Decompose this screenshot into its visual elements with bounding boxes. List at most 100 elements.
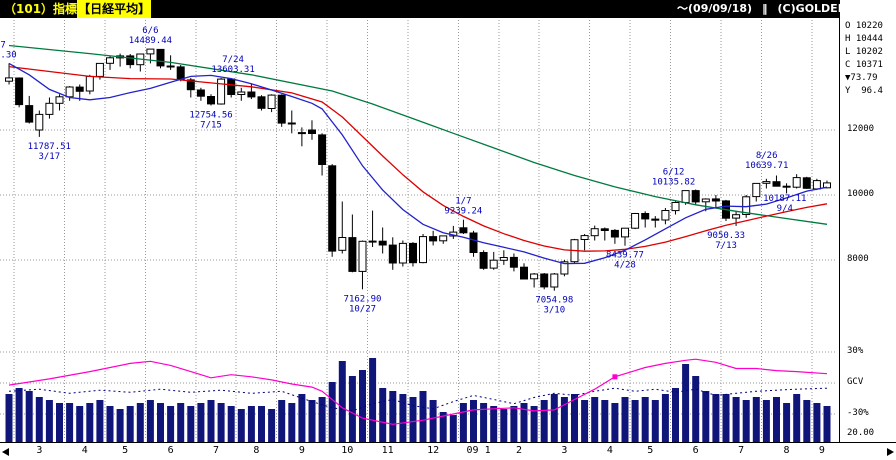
- price-annotation: 14051.30: [0, 50, 17, 60]
- volume-bar: [45, 400, 53, 442]
- scroll-right-icon[interactable]: [887, 448, 894, 456]
- candlestick: [358, 240, 367, 272]
- month-label: 10: [341, 445, 354, 456]
- date-range: ～(09/09/18): [677, 2, 753, 15]
- volume-bar: [157, 403, 164, 442]
- quote-open: O 10220: [845, 21, 883, 31]
- quote-volume: Y 96.4: [845, 86, 883, 96]
- month-label: 5: [647, 445, 654, 456]
- price-annotation: 3/17: [38, 152, 60, 162]
- price-annotation: 3/10: [543, 306, 565, 316]
- candlestick: [762, 181, 771, 184]
- volume-bar: [15, 388, 23, 442]
- volume-bar: [480, 403, 488, 442]
- volume-bar: [338, 361, 346, 442]
- candlestick: [378, 240, 387, 246]
- volume-bar: [742, 400, 750, 442]
- volume-bar: [359, 370, 366, 442]
- candlestick: [348, 237, 357, 272]
- price-annotation: 8/26: [756, 151, 778, 161]
- volume-bar: [35, 397, 43, 442]
- osc-tick-label: 30%: [847, 346, 864, 356]
- candlestick: [641, 213, 650, 220]
- candlestick: [651, 218, 660, 221]
- candlestick: [459, 227, 468, 234]
- candlestick: [580, 235, 589, 241]
- volume-bar: [661, 394, 669, 442]
- price-annotation: 13603.31: [211, 65, 254, 75]
- bottom-strip: 3 4 5 6 7 8 9 10 11 12 09 1 2 3 4 5 6 7 8 9: [0, 442, 896, 460]
- month-label: 3: [561, 445, 568, 456]
- ma-line-52w: [8, 44, 828, 225]
- candlestick: [217, 78, 226, 105]
- volume-bar: [379, 388, 387, 442]
- volume-bar: [641, 397, 649, 442]
- volume-bar: [490, 406, 498, 442]
- candlestick: [520, 266, 528, 280]
- volume-bar: [76, 406, 84, 442]
- volume-bar: [752, 397, 760, 442]
- volume-bar: [419, 391, 427, 442]
- month-label: 6: [167, 445, 174, 456]
- month-label: 9: [818, 445, 825, 456]
- volume-bar: [793, 394, 801, 442]
- volume-bar: [96, 400, 104, 442]
- volume-bar: [692, 376, 700, 442]
- candlestick: [772, 181, 781, 187]
- month-label: 11: [381, 445, 394, 456]
- candlestick: [631, 213, 640, 229]
- volume-bar: [106, 406, 114, 442]
- osc-tick-label: -30%: [847, 407, 869, 418]
- candlestick: [499, 257, 508, 261]
- volume-bar: [571, 394, 578, 442]
- volume-bar: [581, 400, 589, 442]
- candlestick: [671, 202, 680, 212]
- candlestick: [318, 134, 327, 166]
- volume-bar: [66, 403, 74, 442]
- candlestick: [338, 237, 347, 251]
- volume-bar: [803, 400, 811, 442]
- scroll-left-icon[interactable]: [2, 448, 9, 456]
- candlestick: [691, 190, 700, 203]
- candlestick: [5, 77, 13, 82]
- month-label: 7: [738, 445, 745, 456]
- volume-bar: [439, 412, 447, 442]
- candlestick: [439, 235, 448, 242]
- volume-bar: [56, 403, 63, 442]
- symbol-name: 【日経平均】: [77, 0, 152, 18]
- volume-bar: [146, 400, 154, 442]
- price-annotation: 7/15: [200, 121, 222, 131]
- candlestick: [267, 94, 276, 109]
- volume-bar: [247, 406, 255, 442]
- price-annotation: 10639.71: [745, 161, 788, 171]
- ma-line-26w: [8, 65, 828, 252]
- volume-bar: [258, 406, 265, 442]
- volume-bar: [560, 397, 568, 442]
- candlestick: [247, 91, 256, 98]
- program-id: （101）指標: [4, 2, 78, 16]
- volume-bar: [682, 364, 690, 442]
- xaxis-months: 3 4 5 6 7 8 9 10 11 12 09 1 2 3 4 5 6 7 8 9: [0, 443, 840, 460]
- candlestick: [469, 232, 478, 253]
- price-annotation: 7162.90: [344, 294, 382, 304]
- price-annotation: 1/7: [455, 197, 471, 207]
- volume-bar: [702, 391, 710, 442]
- price-annotation: 11787.51: [28, 142, 71, 152]
- volume-bar: [126, 406, 134, 442]
- price-annotation: 7/13: [715, 241, 737, 251]
- candlestick: [106, 57, 114, 64]
- quote-block: O 10220 H 10444 L 10202 C 10371 ▼73.79 Y…: [845, 20, 883, 98]
- volume-bar: [25, 391, 33, 442]
- volume-bar: [773, 397, 780, 442]
- volume-bar: [550, 394, 558, 442]
- candlestick: [560, 261, 569, 275]
- price-annotation: 10135.82: [652, 178, 695, 188]
- volume-bar: [823, 406, 831, 442]
- volume-bar: [601, 400, 609, 442]
- candlestick: [75, 86, 84, 92]
- candlestick: [35, 113, 44, 131]
- volume-bar: [631, 400, 639, 442]
- month-label: 12: [427, 445, 440, 456]
- volume-bar: [167, 406, 175, 442]
- volume-bar: [227, 406, 235, 442]
